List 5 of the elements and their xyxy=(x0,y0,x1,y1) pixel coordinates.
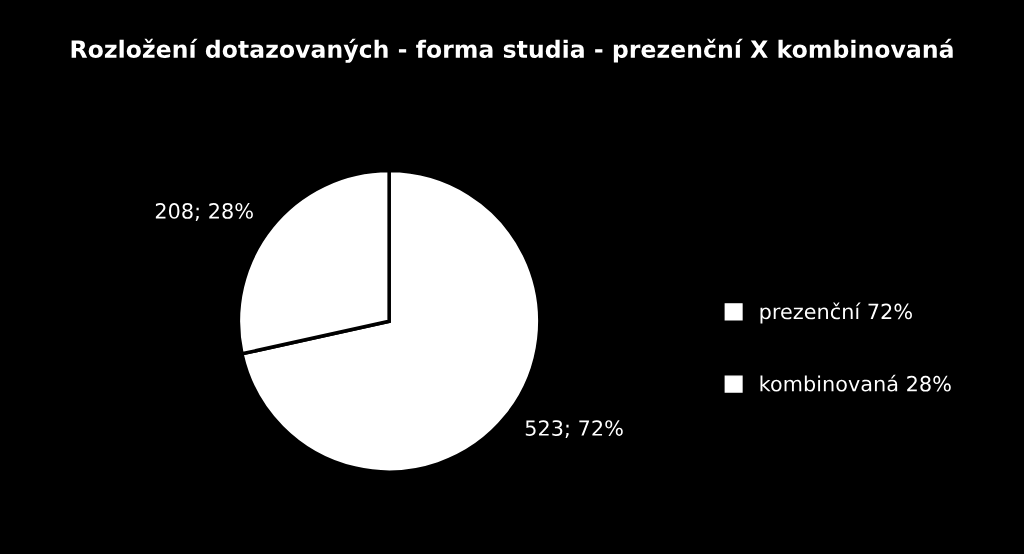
data-label: 208; 28% xyxy=(155,203,253,221)
data-label: 523; 72% xyxy=(525,420,623,439)
chart-title: Rozložení dotazovaných - forma studia - prezenční X kombinovaná xyxy=(71,38,953,63)
legend-label: prezenční 72% xyxy=(760,302,912,324)
legend-label: kombinovaná 28% xyxy=(760,374,951,392)
